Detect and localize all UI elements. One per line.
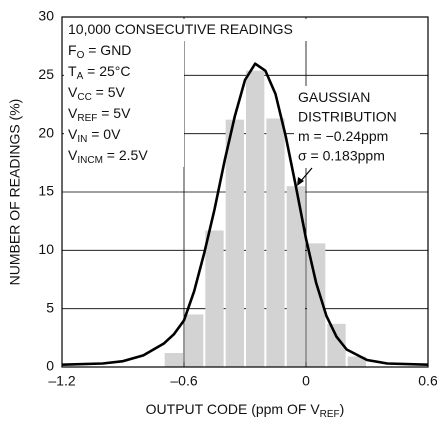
bars — [164, 70, 366, 368]
annotation-line: 10,000 CONSECUTIVE READINGS — [68, 21, 293, 37]
y-axis-label: NUMBER OF READINGS (%) — [7, 99, 23, 286]
bar — [185, 314, 204, 367]
text-segment: = 2.5V — [103, 147, 148, 163]
x-tick-label: –1.2 — [48, 373, 75, 389]
text-segment: = 25°C — [83, 63, 130, 79]
subscript: REF — [77, 113, 97, 124]
subscript: A — [77, 71, 84, 82]
annotation-line: FO = GND — [68, 42, 131, 61]
x-tick-label: 0 — [302, 373, 310, 389]
annotation-line: VIN = 0V — [68, 126, 121, 145]
annotation-line: m = −0.24ppm — [298, 128, 388, 144]
annotation-line: TA = 25°C — [68, 63, 130, 82]
x-tick-label: 0.6 — [418, 373, 437, 389]
y-tick-label: 0 — [46, 358, 54, 374]
bar — [205, 230, 224, 367]
subscript: INCM — [77, 155, 103, 166]
x-tick-label: –0.6 — [170, 373, 197, 389]
bar — [286, 186, 305, 367]
y-tick-label: 30 — [38, 8, 54, 24]
text-segment: σ = 0.183ppm — [298, 147, 385, 163]
bar — [164, 353, 183, 367]
text-segment: = 0V — [87, 126, 121, 142]
annotation-bg — [64, 19, 184, 167]
gaussian-curve — [61, 62, 429, 366]
text-segment: m = −0.24ppm — [298, 128, 388, 144]
y-tick-label: 10 — [38, 241, 54, 257]
y-tick-label: 25 — [38, 66, 54, 82]
plot-frame — [61, 16, 429, 368]
y-tick-label: 15 — [38, 183, 54, 199]
y-tick-label: 5 — [46, 299, 54, 315]
text-segment: V — [68, 105, 78, 121]
text-segment: T — [68, 63, 77, 79]
annotation-line: VCC = 5V — [68, 84, 126, 103]
subscript: IN — [77, 134, 87, 145]
annotation-line: σ = 0.183ppm — [298, 147, 385, 163]
bar — [307, 243, 326, 367]
annotation-line: VREF = 5V — [68, 105, 131, 124]
y-tick-label: 20 — [38, 124, 54, 140]
annotation-line: GAUSSIAN — [298, 89, 370, 105]
text-segment: = 5V — [97, 105, 131, 121]
text-segment: GAUSSIAN — [298, 89, 370, 105]
text-segment: 10,000 CONSECUTIVE READINGS — [68, 21, 293, 37]
text-segment: V — [68, 84, 78, 100]
annotation-line: VINCM = 2.5V — [68, 147, 148, 166]
text-segment: F — [68, 42, 77, 58]
bar — [225, 119, 244, 368]
text-segment: V — [68, 147, 78, 163]
subscript: REF — [320, 409, 340, 420]
text-segment: DISTRIBUTION — [298, 108, 397, 124]
arrow-head — [297, 177, 304, 186]
annotation-line: DISTRIBUTION — [298, 108, 397, 124]
text-segment: = 5V — [92, 84, 126, 100]
bar — [246, 70, 265, 368]
text-segment: ) — [340, 401, 345, 417]
text-segment: OUTPUT CODE (ppm OF V — [146, 401, 321, 417]
foreground: 0 5 10 15 20 25 30 –1.2 –0.6 0 0.6 OUTPUT CODE (ppm… — [38, 8, 437, 420]
bar — [347, 356, 366, 367]
bar — [266, 118, 285, 367]
text-segment: V — [68, 126, 78, 142]
x-axis-label: OUTPUT CODE (ppm OF VREF) — [146, 401, 345, 420]
subscript: CC — [77, 92, 91, 103]
subscript: O — [77, 50, 85, 61]
text-segment: = GND — [84, 42, 131, 58]
bar — [327, 323, 346, 367]
annotation-bg — [294, 86, 420, 168]
